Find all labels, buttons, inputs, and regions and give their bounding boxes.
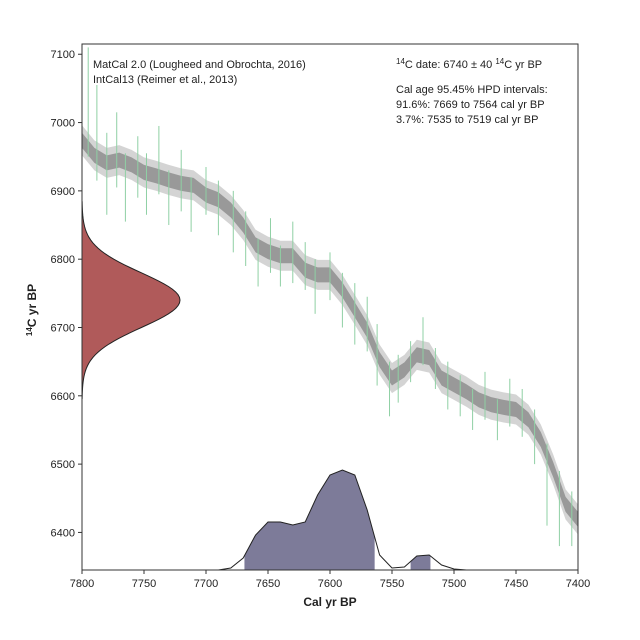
- hpd-line: 3.7%: 7535 to 7519 cal yr BP: [396, 114, 538, 126]
- x-tick-label: 7650: [256, 578, 280, 590]
- hpd-title: Cal age 95.45% HPD intervals:: [396, 84, 548, 96]
- y-tick-label: 6700: [51, 322, 75, 334]
- x-tick-label: 7550: [380, 578, 404, 590]
- posterior-density: [218, 469, 467, 570]
- y-tick-label: 6600: [51, 391, 75, 403]
- y-tick-label: 7100: [51, 49, 75, 61]
- legend-line: IntCal13 (Reimer et al., 2013): [93, 74, 237, 86]
- c14-date-density: [82, 201, 181, 400]
- x-tick-label: 7400: [566, 578, 590, 590]
- x-tick-label: 7450: [504, 578, 528, 590]
- curve-band-1sigma: [82, 132, 578, 527]
- y-tick-label: 6400: [51, 527, 75, 539]
- legend-line: MatCal 2.0 (Lougheed and Obrochta, 2016): [93, 59, 306, 71]
- x-tick-label: 7750: [132, 578, 156, 590]
- hpd-line: 91.6%: 7669 to 7564 cal yr BP: [396, 99, 545, 111]
- x-tick-label: 7700: [194, 578, 218, 590]
- y-axis-label: 14C yr BP: [25, 284, 40, 336]
- plot-area: [82, 47, 578, 570]
- y-tick-label: 7000: [51, 118, 75, 130]
- y-tick-label: 6900: [51, 186, 75, 198]
- y-tick-label: 6800: [51, 254, 75, 266]
- label-text: C date: 6740 ± 40: [405, 59, 495, 71]
- superscript: 14: [25, 327, 34, 336]
- hpd-interval: [244, 470, 375, 570]
- superscript: 14: [396, 57, 405, 66]
- y-tick-label: 6500: [51, 459, 75, 471]
- x-tick-label: 7600: [318, 578, 342, 590]
- superscript: 14: [495, 57, 504, 66]
- hpd-interval: [410, 555, 431, 570]
- x-tick-label: 7500: [442, 578, 466, 590]
- label-text: C yr BP: [25, 284, 39, 327]
- curve-band-2sigma: [82, 125, 578, 535]
- date-label: 14C date: 6740 ± 40 14C yr BP: [396, 57, 542, 72]
- x-tick-label: 7800: [70, 578, 94, 590]
- label-text: C yr BP: [504, 59, 542, 71]
- x-axis-label: Cal yr BP: [303, 595, 356, 609]
